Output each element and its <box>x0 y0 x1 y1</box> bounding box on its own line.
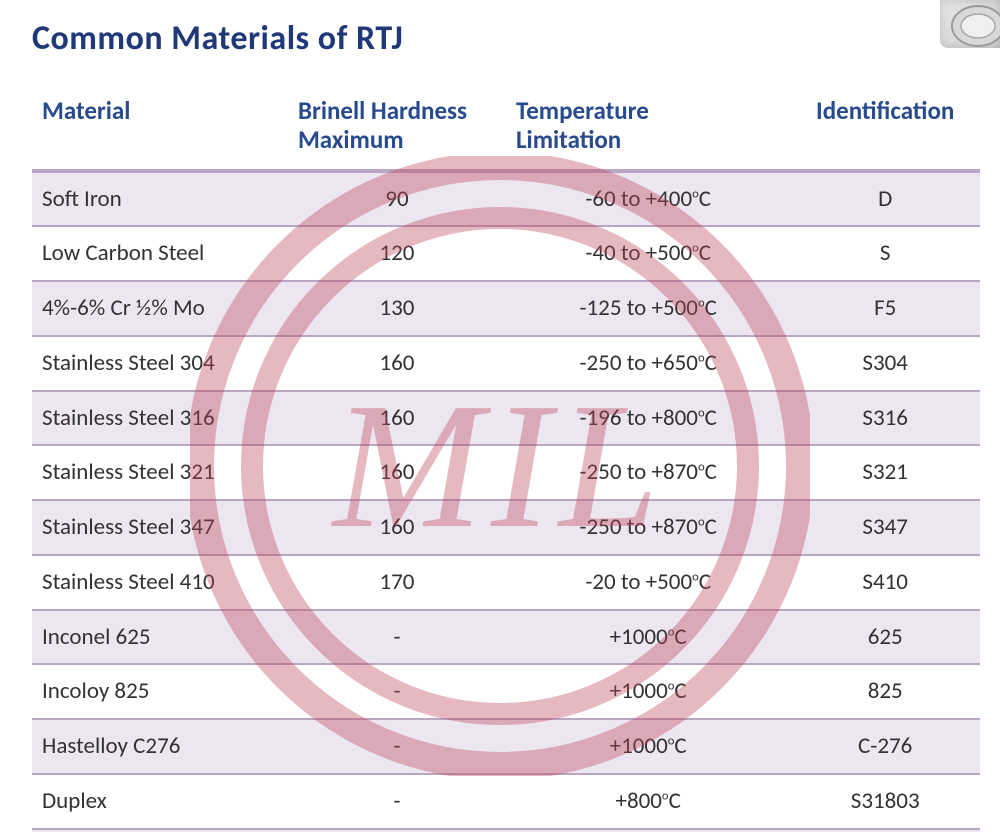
cell-identification: S31803 <box>790 774 980 829</box>
cell-temperature: -196 to +800oC <box>506 391 790 446</box>
cell-temperature: -125 to +500oC <box>506 281 790 336</box>
table-row: Duplex-+800oCS31803 <box>32 774 980 829</box>
cell-hardness: 160 <box>288 336 506 391</box>
page-title: Common Materials of RTJ <box>32 18 980 59</box>
cell-identification: S410 <box>790 555 980 610</box>
table-row: Soft Iron90-60 to +400oCD <box>32 171 980 227</box>
cell-temperature: -60 to +400oC <box>506 171 790 227</box>
cell-temperature: +1000oC <box>506 719 790 774</box>
materials-table: Material Brinell HardnessMaximum Tempera… <box>32 87 980 832</box>
cell-identification: D <box>790 171 980 227</box>
cell-identification: S <box>790 226 980 281</box>
table-row: Stainless Steel 410170-20 to +500oCS410 <box>32 555 980 610</box>
cell-hardness: 160 <box>288 445 506 500</box>
header-hardness: Brinell HardnessMaximum <box>288 87 506 171</box>
cell-identification: S321 <box>790 445 980 500</box>
cell-hardness: 130 <box>288 281 506 336</box>
table-row: Incoloy 825-+1000oC825 <box>32 664 980 719</box>
cell-material: Stainless Steel 316 <box>32 391 288 446</box>
table-row: Low Carbon Steel120-40 to +500oCS <box>32 226 980 281</box>
cell-identification: 825 <box>790 664 980 719</box>
header-identification: Identification <box>790 87 980 171</box>
cell-hardness: - <box>288 829 506 832</box>
cell-hardness: - <box>288 774 506 829</box>
cell-temperature: +800oC <box>506 774 790 829</box>
cell-temperature: -250 to +870oC <box>506 500 790 555</box>
cell-material: Inconel 625 <box>32 610 288 665</box>
product-image <box>940 0 1000 48</box>
cell-hardness: 160 <box>288 391 506 446</box>
cell-hardness: 160 <box>288 500 506 555</box>
table-row: Stainless Steel 316160-196 to +800oCS316 <box>32 391 980 446</box>
table-row: Stainless Steel 347160-250 to +870oCS347 <box>32 500 980 555</box>
cell-identification: Ti <box>790 829 980 832</box>
cell-identification: S347 <box>790 500 980 555</box>
cell-identification: C-276 <box>790 719 980 774</box>
cell-identification: 625 <box>790 610 980 665</box>
cell-hardness: - <box>288 610 506 665</box>
cell-hardness: 90 <box>288 171 506 227</box>
cell-identification: S304 <box>790 336 980 391</box>
cell-temperature: +1000oC <box>506 664 790 719</box>
table-row: Titanium-+540oCTi <box>32 829 980 832</box>
header-temperature: TemperatureLimitation <box>506 87 790 171</box>
cell-material: Stainless Steel 410 <box>32 555 288 610</box>
cell-material: Duplex <box>32 774 288 829</box>
cell-material: Hastelloy C276 <box>32 719 288 774</box>
cell-temperature: -250 to +870oC <box>506 445 790 500</box>
cell-temperature: +1000oC <box>506 610 790 665</box>
table-header: Material Brinell HardnessMaximum Tempera… <box>32 87 980 171</box>
page: Common Materials of RTJ Material Brinell… <box>0 0 1000 832</box>
table-row: Hastelloy C276-+1000oCC-276 <box>32 719 980 774</box>
cell-material: Stainless Steel 304 <box>32 336 288 391</box>
cell-hardness: 120 <box>288 226 506 281</box>
cell-material: Stainless Steel 321 <box>32 445 288 500</box>
cell-material: Soft Iron <box>32 171 288 227</box>
cell-temperature: -250 to +650oC <box>506 336 790 391</box>
cell-temperature: +540oC <box>506 829 790 832</box>
cell-hardness: - <box>288 719 506 774</box>
cell-temperature: -20 to +500oC <box>506 555 790 610</box>
table-row: Stainless Steel 304160-250 to +650oCS304 <box>32 336 980 391</box>
table-row: Inconel 625-+1000oC625 <box>32 610 980 665</box>
cell-material: Incoloy 825 <box>32 664 288 719</box>
table-row: Stainless Steel 321160-250 to +870oCS321 <box>32 445 980 500</box>
cell-material: Stainless Steel 347 <box>32 500 288 555</box>
cell-hardness: - <box>288 664 506 719</box>
header-material: Material <box>32 87 288 171</box>
cell-material: Low Carbon Steel <box>32 226 288 281</box>
cell-identification: S316 <box>790 391 980 446</box>
cell-material: 4%-6% Cr ½% Mo <box>32 281 288 336</box>
table-body: Soft Iron90-60 to +400oCDLow Carbon Stee… <box>32 171 980 832</box>
cell-hardness: 170 <box>288 555 506 610</box>
cell-material: Titanium <box>32 829 288 832</box>
table-row: 4%-6% Cr ½% Mo130-125 to +500oCF5 <box>32 281 980 336</box>
cell-identification: F5 <box>790 281 980 336</box>
cell-temperature: -40 to +500oC <box>506 226 790 281</box>
